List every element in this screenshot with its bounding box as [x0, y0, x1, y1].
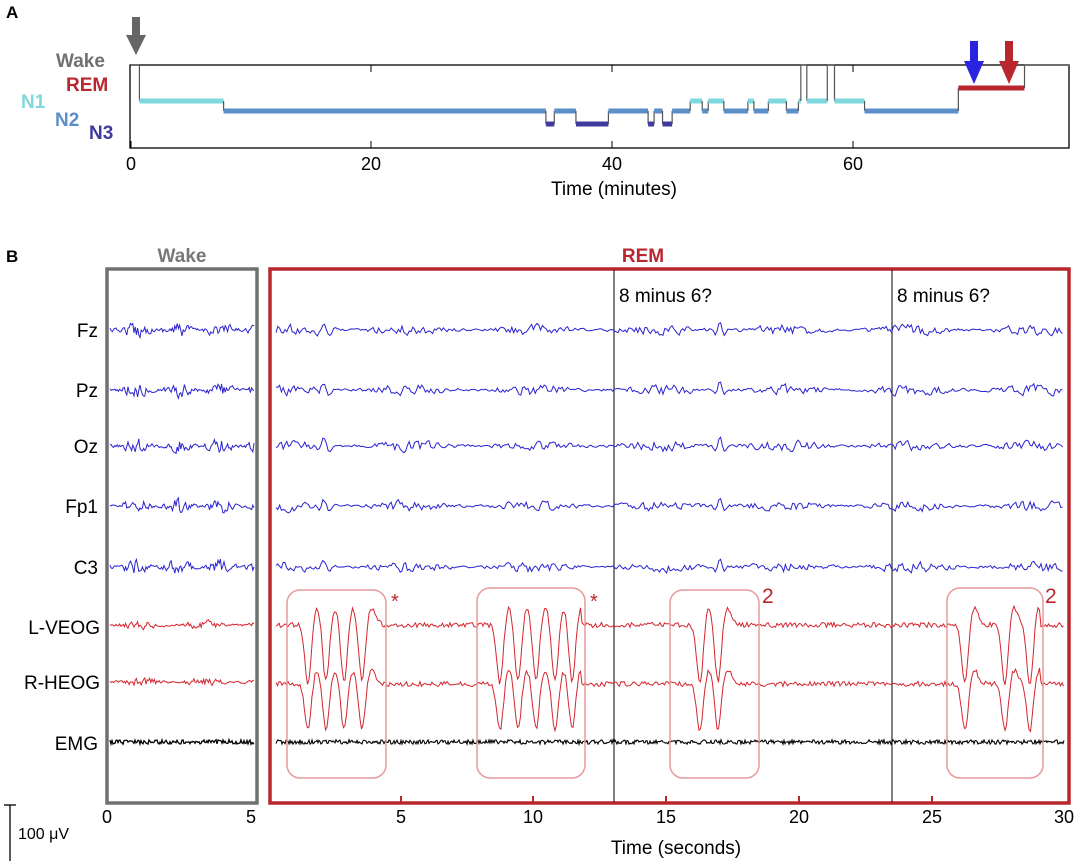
rem-frame	[268, 267, 1071, 805]
count-marker: 2	[762, 585, 774, 608]
wake-x-axis: 0 5	[102, 807, 256, 827]
stage-label-n1: N1	[21, 92, 46, 113]
panel-a-x-axis: 0 20 40 60 Time (minutes)	[126, 65, 863, 200]
wake-title: Wake	[158, 246, 207, 267]
rem-title: REM	[622, 246, 664, 267]
stage-label-rem: REM	[66, 75, 108, 96]
wake-trace-pz	[109, 383, 255, 400]
x-axis-label: Time (seconds)	[611, 838, 741, 859]
x-tick-label: 5	[396, 807, 406, 827]
hypnogram-trace	[131, 64, 1069, 127]
stage-label-n3: N3	[89, 123, 113, 144]
wake-trace-l-veog	[109, 619, 255, 631]
x-tick-label: 5	[246, 807, 256, 827]
x-tick-label: 20	[361, 154, 381, 174]
x-tick-label: 0	[102, 807, 112, 827]
channel-label-fp1: Fp1	[65, 497, 98, 518]
channel-label-fz: Fz	[77, 321, 98, 342]
panel-b-label: B	[6, 247, 18, 266]
channel-label-r-heog: R-HEOG	[24, 673, 100, 694]
x-tick-label: 15	[656, 807, 676, 827]
wake-trace-fz	[109, 322, 255, 340]
eye-movement-box	[946, 587, 1044, 779]
eye-movement-box	[476, 587, 586, 779]
channel-label-l-veog: L-VEOG	[28, 618, 100, 639]
eye-movement-box	[286, 589, 387, 779]
x-tick-label: 30	[1054, 807, 1074, 827]
panel-b: B Wake REM 8 minus 6? 8 minus 6? Fz Pz O…	[4, 246, 1074, 861]
wake-trace-r-heog	[109, 676, 255, 687]
wake-trace-fp1	[109, 496, 255, 514]
gray-down-arrow-icon	[126, 17, 146, 55]
channel-label-oz: Oz	[74, 437, 98, 458]
channel-label-pz: Pz	[76, 381, 98, 402]
panel-a: A Wake REM N1 N2 N3 0 20 40 60 Time (min…	[6, 3, 1070, 200]
panel-a-label: A	[6, 3, 18, 22]
stage-label-wake: Wake	[56, 51, 105, 72]
blue-down-arrow-icon	[964, 41, 984, 84]
stage-label-n2: N2	[55, 110, 79, 131]
rem-trace-fz	[275, 321, 1063, 337]
rem-trace-oz	[275, 436, 1063, 454]
signal-traces	[109, 321, 1065, 747]
rem-x-axis: 5 10 15 20 25 30 Time (seconds)	[396, 796, 1074, 859]
rem-trace-fp1	[275, 497, 1063, 514]
eye-movement-box	[669, 589, 760, 779]
channel-label-emg: EMG	[55, 734, 98, 755]
wake-trace-c3	[109, 557, 255, 574]
x-tick-label: 0	[126, 154, 136, 174]
wake-trace-emg	[109, 737, 255, 747]
x-tick-label: 20	[789, 807, 809, 827]
x-tick-label: 60	[843, 154, 863, 174]
x-tick-label: 25	[922, 807, 942, 827]
asterisk-marker: *	[590, 591, 598, 613]
wake-trace-oz	[109, 437, 255, 455]
x-tick-label: 10	[523, 807, 543, 827]
channel-label-c3: C3	[74, 558, 98, 579]
count-marker: 2	[1045, 585, 1057, 608]
rem-trace-pz	[275, 381, 1063, 397]
hypnogram-frame	[129, 64, 1070, 149]
x-axis-label: Time (minutes)	[551, 179, 677, 200]
asterisk-marker: *	[391, 591, 399, 613]
x-tick-label: 40	[602, 154, 622, 174]
rem-trace-c3	[275, 558, 1063, 574]
scale-bar-label: 100 μV	[18, 826, 69, 843]
scale-bar: 100 μV	[4, 804, 69, 861]
wake-frame	[105, 267, 259, 805]
red-down-arrow-icon	[999, 41, 1019, 84]
task-label: 8 minus 6?	[897, 286, 990, 307]
task-label: 8 minus 6?	[619, 286, 712, 307]
